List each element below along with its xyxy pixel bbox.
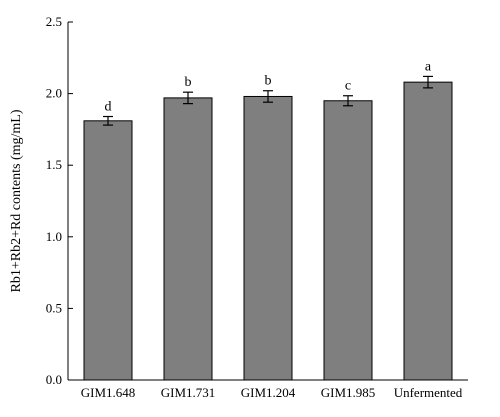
significance-label: c — [345, 79, 351, 94]
y-tick-label: 1.5 — [46, 157, 62, 172]
bar-GIM1.985 — [323, 100, 373, 381]
y-axis-ticks: 0.0 0.5 1.0 1.5 2.0 2.5 — [46, 14, 73, 387]
bar-GIM1.648 — [83, 120, 133, 381]
x-tick-label: GIM1.648 — [81, 385, 136, 400]
bar-GIM1.204 — [243, 95, 293, 381]
y-tick-label: 2.5 — [46, 14, 62, 29]
x-tick-label: GIM1.204 — [241, 385, 296, 400]
x-tick-label: GIM1.985 — [321, 385, 376, 400]
x-axis-ticks: GIM1.648 GIM1.731 GIM1.204 GIM1.985 Unfermen… — [81, 385, 463, 400]
significance-label: b — [265, 74, 272, 89]
y-tick-label: 1.0 — [46, 229, 62, 244]
y-axis-title: Rb1+Rb2+Rd contents (mg/mL) — [9, 109, 24, 292]
y-tick-label: 2.0 — [46, 86, 62, 101]
bar-Unfermented — [403, 81, 453, 381]
x-tick-label: GIM1.731 — [161, 385, 216, 400]
x-tick-label: Unfermented — [394, 385, 463, 400]
y-tick-label: 0.5 — [46, 300, 62, 315]
significance-label: b — [185, 75, 192, 90]
bar-GIM1.731 — [163, 97, 213, 381]
y-tick-label: 0.0 — [46, 372, 62, 387]
significance-label: d — [105, 100, 112, 115]
significance-label: a — [425, 59, 432, 74]
bars: d b b c a — [83, 59, 453, 381]
